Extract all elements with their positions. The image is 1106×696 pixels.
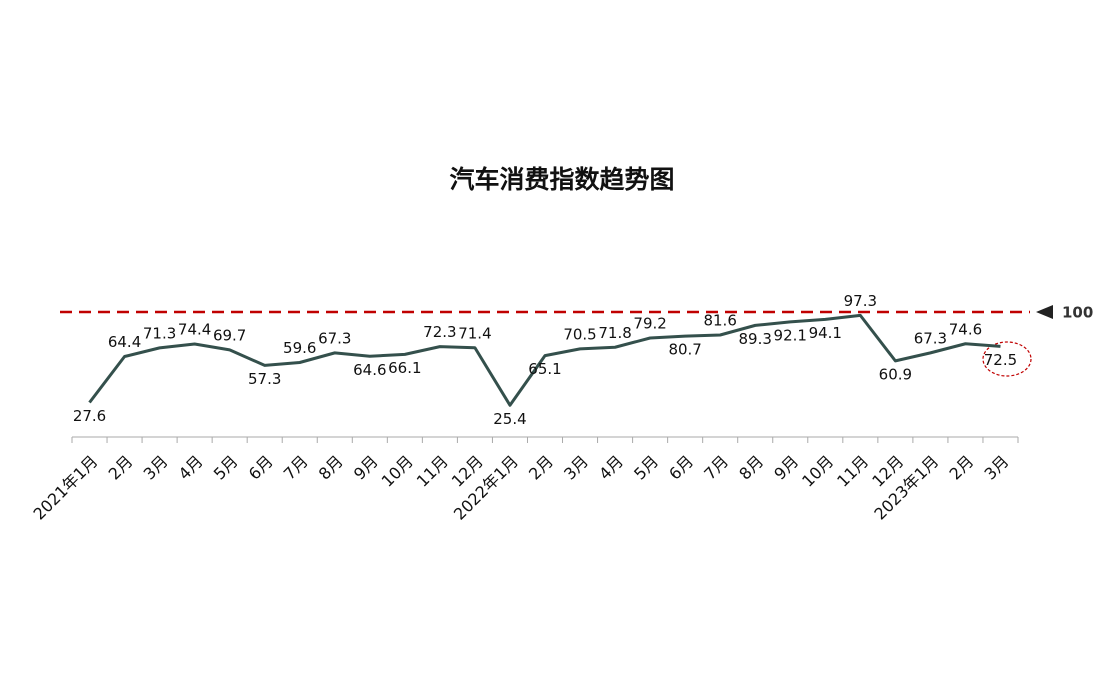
data-label: 94.1 xyxy=(809,324,842,342)
data-label: 70.5 xyxy=(563,325,596,343)
x-tick-label: 4月 xyxy=(595,452,627,484)
data-label: 27.6 xyxy=(73,407,106,425)
x-tick-label: 2月 xyxy=(105,452,137,484)
x-tick-label: 7月 xyxy=(280,452,312,484)
data-label: 66.1 xyxy=(388,359,421,377)
data-label: 64.4 xyxy=(108,333,141,351)
data-label: 71.4 xyxy=(458,324,491,342)
x-tick-label: 6月 xyxy=(665,452,697,484)
x-tick-label: 3月 xyxy=(981,452,1013,484)
data-label: 97.3 xyxy=(844,292,877,310)
data-label: 79.2 xyxy=(633,315,666,333)
data-label: 69.7 xyxy=(213,326,246,344)
data-label: 65.1 xyxy=(528,360,561,378)
x-tick-label: 3月 xyxy=(560,452,592,484)
data-label: 81.6 xyxy=(703,312,736,330)
x-tick-label: 9月 xyxy=(350,452,382,484)
x-tick-label: 2月 xyxy=(525,452,557,484)
data-label: 60.9 xyxy=(879,365,912,383)
data-label: 71.3 xyxy=(143,324,176,342)
data-label: 64.6 xyxy=(353,361,386,379)
x-tick-label: 5月 xyxy=(210,452,242,484)
x-tick-label: 10月 xyxy=(798,452,837,491)
x-tick-label: 4月 xyxy=(175,452,207,484)
reference-arrow xyxy=(1036,305,1053,319)
highlight-circle xyxy=(982,341,1032,377)
data-label: 74.4 xyxy=(178,321,211,339)
data-label: 72.5 xyxy=(984,351,1017,369)
data-label: 25.4 xyxy=(493,410,526,428)
data-label: 89.3 xyxy=(739,330,772,348)
x-tick-label: 10月 xyxy=(378,452,417,491)
x-tick-label: 8月 xyxy=(735,452,767,484)
chart-title: 汽车消费指数趋势图 xyxy=(449,165,674,194)
data-label: 72.3 xyxy=(423,323,456,341)
x-tick-label: 9月 xyxy=(770,452,802,484)
x-tick-label: 6月 xyxy=(245,452,277,484)
series-line xyxy=(88,313,1001,407)
data-label: 71.8 xyxy=(598,324,631,342)
data-label: 67.3 xyxy=(318,329,351,347)
data-label: 57.3 xyxy=(248,370,281,388)
data-label: 59.6 xyxy=(283,339,316,357)
reference-label: 100 xyxy=(1062,304,1093,322)
x-tick-label: 3月 xyxy=(140,452,172,484)
x-tick-label: 8月 xyxy=(315,452,347,484)
x-tick-label: 2月 xyxy=(946,452,978,484)
data-label: 80.7 xyxy=(668,341,701,359)
x-tick-label: 5月 xyxy=(630,452,662,484)
data-label: 67.3 xyxy=(914,329,947,347)
x-tick-label: 2021年1月 xyxy=(29,452,101,524)
data-label: 74.6 xyxy=(949,320,982,338)
x-tick-label: 11月 xyxy=(413,452,452,491)
x-tick-label: 7月 xyxy=(700,452,732,484)
data-label: 92.1 xyxy=(774,326,807,344)
x-tick-label: 11月 xyxy=(833,452,872,491)
